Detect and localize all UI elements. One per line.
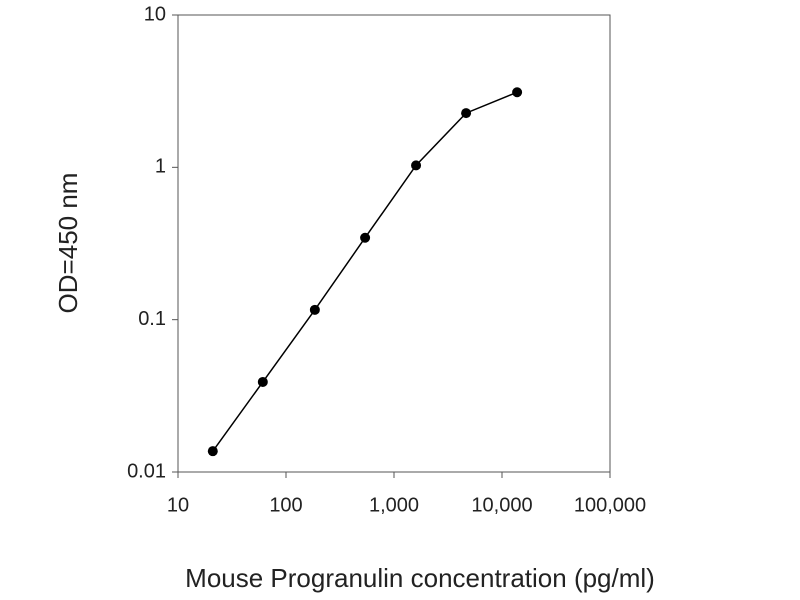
data-point <box>257 376 268 387</box>
x-tick-label: 100 <box>269 494 302 516</box>
data-line <box>212 91 518 452</box>
y-tick-label: 0.1 <box>138 308 166 330</box>
plot-frame <box>177 14 611 473</box>
y-axis-label: OD=450 nm <box>53 173 83 314</box>
x-tick-label: 10 <box>167 494 189 516</box>
data-point <box>512 87 523 98</box>
data-point <box>207 446 218 457</box>
x-tick-label: 1,000 <box>369 494 419 516</box>
y-tick-label: 1 <box>155 156 166 178</box>
data-point <box>360 232 371 243</box>
data-point <box>411 160 422 171</box>
x-tick-label: 100,000 <box>574 494 646 516</box>
x-axis-label: Mouse Progranulin concentration (pg/ml) <box>185 563 655 593</box>
y-tick-label: 0.01 <box>127 460 166 482</box>
x-tick-label: 10,000 <box>471 494 532 516</box>
data-point <box>309 304 320 315</box>
y-tick-label: 10 <box>144 3 166 25</box>
data-point <box>461 108 472 119</box>
